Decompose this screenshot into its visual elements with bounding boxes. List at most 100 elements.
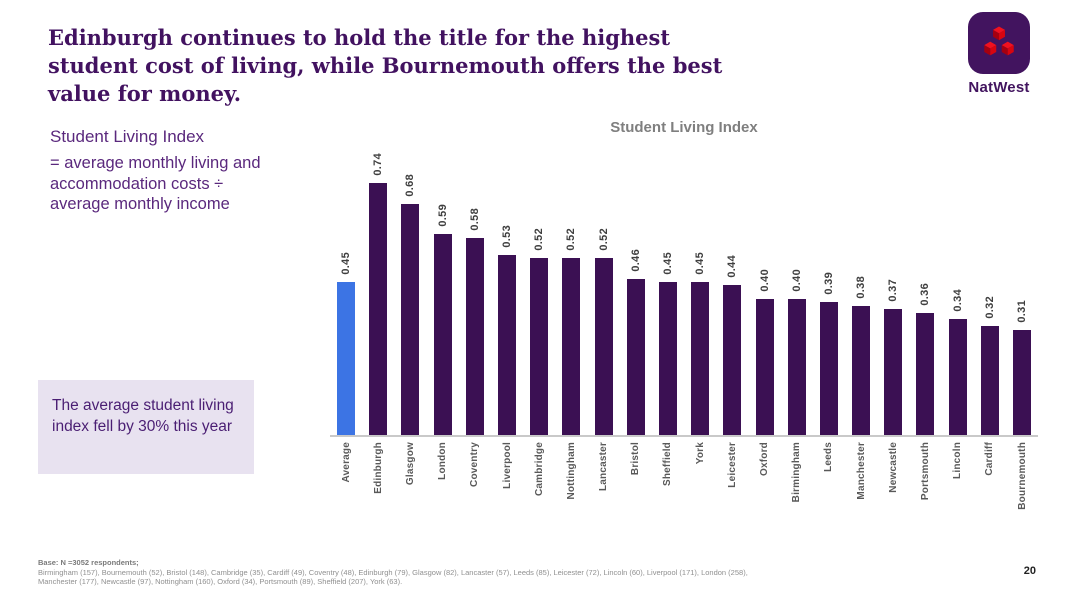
x-axis-label-cell: Leicester — [716, 437, 748, 516]
x-axis-label: Leicester — [726, 442, 738, 488]
chart-plot-area: 0.45 0.74 0.68 0.59 0.58 0.53 0.52 0.52 0.52 0.46… — [330, 142, 1038, 435]
bar-column: 0.38 — [845, 142, 877, 435]
bar-manchester — [852, 306, 871, 435]
x-axis-label: Nottingham — [565, 442, 577, 500]
bar-value-label: 0.32 — [983, 296, 996, 319]
bar-coventry — [465, 238, 484, 435]
slide-title: Edinburgh continues to hold the title fo… — [48, 25, 723, 106]
bar-value-label: 0.45 — [340, 252, 353, 275]
bar-column: 0.46 — [620, 142, 652, 435]
footnote-base: Base: N =3052 respondents; — [38, 558, 139, 567]
x-axis-label-cell: York — [684, 437, 716, 516]
bar-york — [691, 282, 710, 435]
bar-value-label: 0.59 — [436, 204, 449, 227]
bar-column: 0.74 — [362, 142, 394, 435]
callout-text: The average student living index fell by… — [52, 397, 234, 435]
natwest-wordmark: NatWest — [968, 79, 1030, 96]
x-axis-label: Manchester — [855, 442, 867, 500]
bar-value-label: 0.74 — [372, 153, 385, 176]
bar-london — [433, 234, 452, 435]
bar-cardiff — [980, 326, 999, 435]
x-axis-label: Coventry — [469, 442, 481, 487]
bar-value-label: 0.52 — [597, 228, 610, 251]
x-axis-labels: Average Edinburgh Glasgow London Coventry Liv… — [330, 437, 1038, 516]
index-definition: Student Living Index = average monthly l… — [50, 126, 264, 215]
bar-liverpool — [498, 255, 517, 435]
bar-value-label: 0.58 — [468, 208, 481, 231]
bar-column: 0.31 — [1006, 142, 1038, 435]
bar-column: 0.52 — [523, 142, 555, 435]
x-axis-label: Newcastle — [887, 442, 899, 493]
x-axis-label-cell: Cardiff — [974, 437, 1006, 516]
x-axis-label-cell: London — [427, 437, 459, 516]
x-axis-label-cell: Liverpool — [491, 437, 523, 516]
footnote: Base: N =3052 respondents; Birmingham (1… — [38, 558, 758, 587]
x-axis-label-cell: Bournemouth — [1006, 437, 1038, 516]
bar-value-label: 0.45 — [661, 252, 674, 275]
bar-sheffield — [658, 282, 677, 435]
bar-value-label: 0.36 — [919, 283, 932, 306]
x-axis-label-cell: Average — [330, 437, 362, 516]
bar-leeds — [819, 302, 838, 435]
x-axis-line — [330, 435, 1038, 437]
bar-lancaster — [594, 258, 613, 435]
bar-average — [337, 282, 356, 435]
bar-glasgow — [401, 204, 420, 435]
bar-column: 0.36 — [909, 142, 941, 435]
bar-column: 0.37 — [877, 142, 909, 435]
bar-column: 0.44 — [716, 142, 748, 435]
page-number: 20 — [1023, 565, 1036, 577]
x-axis-label: Lincoln — [952, 442, 964, 479]
bar-nottingham — [562, 258, 581, 435]
x-axis-label: Cardiff — [984, 442, 996, 476]
bar-column: 0.32 — [974, 142, 1006, 435]
x-axis-label-cell: Manchester — [845, 437, 877, 516]
definition-title: Student Living Index — [50, 127, 205, 146]
bar-column: 0.39 — [813, 142, 845, 435]
bar-value-label: 0.53 — [501, 225, 514, 248]
x-axis-label-cell: Portsmouth — [909, 437, 941, 516]
bar-leicester — [723, 285, 742, 435]
bar-value-label: 0.34 — [951, 289, 964, 312]
bar-column: 0.45 — [684, 142, 716, 435]
x-axis-label-cell: Leeds — [813, 437, 845, 516]
bar-value-label: 0.39 — [822, 272, 835, 295]
chart-title: Student Living Index — [610, 119, 758, 136]
bar-value-label: 0.38 — [855, 276, 868, 299]
x-axis-label-cell: Lincoln — [942, 437, 974, 516]
x-axis-label: London — [437, 442, 449, 480]
x-axis-label-cell: Glasgow — [394, 437, 426, 516]
bar-column: 0.45 — [330, 142, 362, 435]
bar-column: 0.45 — [652, 142, 684, 435]
x-axis-label-cell: Birmingham — [781, 437, 813, 516]
x-axis-label-cell: Oxford — [748, 437, 780, 516]
x-axis-label: Glasgow — [404, 442, 416, 486]
x-axis-label-cell: Nottingham — [555, 437, 587, 516]
natwest-logo-icon — [968, 12, 1030, 74]
x-axis-label: Sheffield — [662, 442, 674, 487]
bar-oxford — [755, 299, 774, 435]
bar-cambridge — [530, 258, 549, 435]
x-axis-label: Lancaster — [598, 442, 610, 492]
bar-portsmouth — [916, 313, 935, 435]
x-axis-label-cell: Bristol — [620, 437, 652, 516]
bar-column: 0.52 — [555, 142, 587, 435]
definition-body: = average monthly living and accommodati… — [50, 154, 261, 213]
x-axis-label: Edinburgh — [372, 442, 384, 494]
x-axis-label: Average — [340, 442, 352, 483]
bar-bristol — [626, 279, 645, 435]
x-axis-label: Portsmouth — [919, 442, 931, 501]
bar-value-label: 0.52 — [533, 228, 546, 251]
bar-bournemouth — [1013, 330, 1032, 435]
x-axis-label-cell: Edinburgh — [362, 437, 394, 516]
bar-value-label: 0.44 — [726, 255, 739, 278]
bar-value-label: 0.40 — [758, 269, 771, 292]
bar-newcastle — [884, 309, 903, 435]
bar-birmingham — [787, 299, 806, 435]
bar-value-label: 0.31 — [1016, 300, 1029, 323]
bar-column: 0.59 — [427, 142, 459, 435]
bar-column: 0.40 — [748, 142, 780, 435]
x-axis-label: Oxford — [759, 442, 771, 476]
x-axis-label-cell: Coventry — [459, 437, 491, 516]
bar-column: 0.68 — [394, 142, 426, 435]
